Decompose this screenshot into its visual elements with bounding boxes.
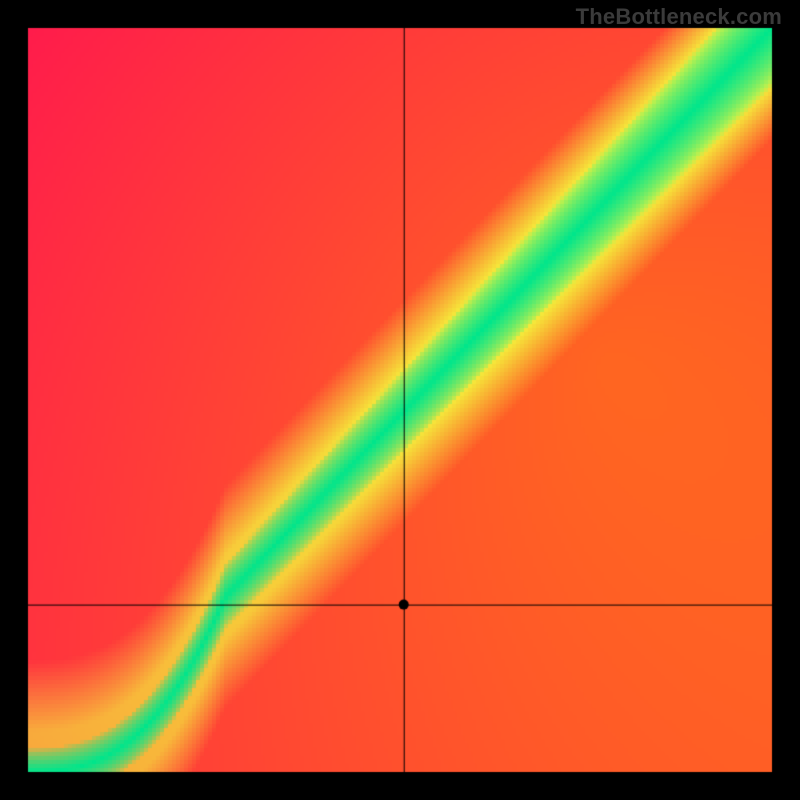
watermark-text: TheBottleneck.com [576,4,782,30]
heatmap-canvas [0,0,800,800]
chart-stage: TheBottleneck.com [0,0,800,800]
